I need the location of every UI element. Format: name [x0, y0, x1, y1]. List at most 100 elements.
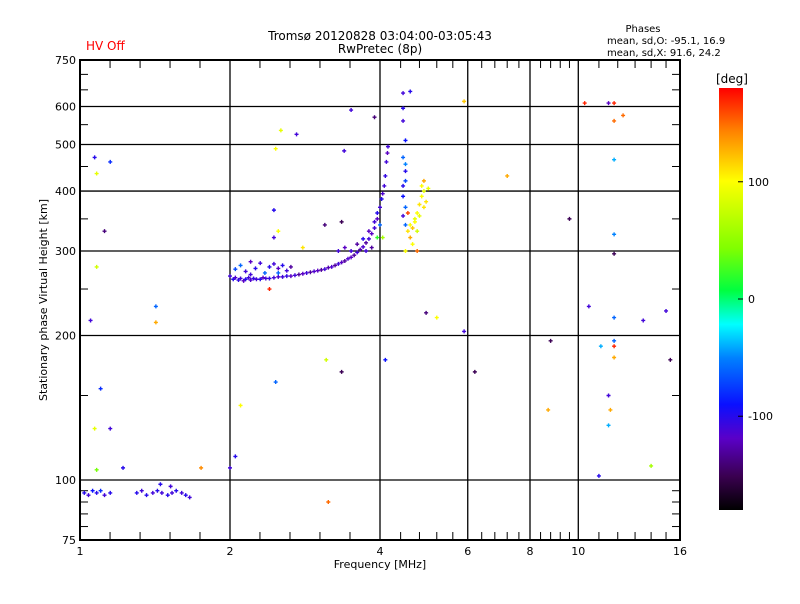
- x-tick-label: 4: [377, 545, 384, 558]
- echo-point: [355, 250, 360, 255]
- echo-point: [567, 216, 572, 221]
- echo-point: [326, 265, 331, 270]
- echo-point: [102, 229, 107, 234]
- echo-point: [403, 222, 408, 227]
- echo-point: [417, 213, 422, 218]
- echo-point: [300, 245, 305, 250]
- echo-point: [606, 101, 611, 106]
- echo-point: [382, 183, 387, 188]
- echo-point: [608, 407, 613, 412]
- echo-point: [401, 155, 406, 160]
- echo-point: [251, 276, 256, 281]
- echo-point: [179, 490, 184, 495]
- colorbar-tick-label: 100: [748, 176, 769, 189]
- echo-point: [246, 275, 251, 280]
- echo-points: [82, 89, 673, 504]
- echo-point: [339, 369, 344, 374]
- echo-point: [410, 226, 415, 231]
- echo-point: [379, 197, 384, 202]
- echo-point: [415, 249, 420, 254]
- echo-point: [380, 191, 385, 196]
- echo-point: [612, 157, 617, 162]
- echo-point: [472, 369, 477, 374]
- echo-point: [364, 249, 369, 254]
- echo-point: [294, 132, 299, 137]
- echo-point: [412, 219, 417, 224]
- echo-point: [345, 256, 350, 261]
- echo-point: [401, 213, 406, 218]
- echo-point: [664, 308, 669, 313]
- echo-point: [248, 272, 253, 277]
- echo-point: [421, 178, 426, 183]
- y-tick-label: 75: [62, 534, 76, 547]
- echo-point: [312, 269, 317, 274]
- echo-point: [271, 275, 276, 280]
- echo-point: [582, 101, 587, 106]
- echo-point: [372, 219, 377, 224]
- echo-point: [102, 493, 107, 498]
- echo-point: [339, 260, 344, 265]
- echo-point: [621, 113, 626, 118]
- echo-point: [668, 357, 673, 362]
- echo-point: [144, 493, 149, 498]
- colorbar-tick-label: 0: [748, 293, 755, 306]
- echo-point: [165, 493, 170, 498]
- echo-point: [288, 274, 293, 279]
- echo-point: [86, 493, 91, 498]
- echo-point: [108, 159, 113, 164]
- echo-point: [401, 106, 406, 111]
- y-tick-label: 750: [55, 54, 76, 67]
- echo-point: [292, 273, 297, 278]
- echo-point: [108, 426, 113, 431]
- echo-point: [434, 315, 439, 320]
- echo-point: [322, 267, 327, 272]
- echo-point: [280, 263, 285, 268]
- echo-point: [296, 272, 301, 277]
- grid-lines: [80, 60, 680, 540]
- echo-point: [228, 274, 232, 279]
- echo-point: [121, 465, 126, 470]
- echo-point: [548, 338, 553, 343]
- echo-point: [108, 490, 113, 495]
- echo-point: [315, 268, 320, 273]
- echo-point: [383, 173, 388, 178]
- echo-point: [92, 426, 97, 431]
- echo-point: [267, 287, 272, 292]
- echo-point: [349, 249, 354, 254]
- chart-title: Tromsø 20120828 03:04:00-03:05:43: [267, 29, 492, 43]
- echo-point: [598, 344, 603, 349]
- echo-point: [612, 251, 617, 256]
- echo-point: [596, 473, 601, 478]
- echo-point: [462, 329, 467, 334]
- echo-point: [424, 199, 429, 204]
- echo-point: [421, 189, 426, 194]
- echo-point: [612, 101, 617, 106]
- echo-point: [415, 229, 420, 234]
- echo-point: [612, 232, 617, 237]
- echo-point: [342, 148, 347, 153]
- echo-point: [228, 465, 232, 470]
- echo-point: [243, 269, 248, 274]
- echo-point: [649, 463, 654, 468]
- echo-point: [462, 99, 467, 104]
- y-axis-label: Stationary phase Virtual Height [km]: [37, 199, 50, 401]
- echo-point: [253, 266, 258, 271]
- echo-point: [88, 318, 93, 323]
- echo-point: [401, 91, 406, 96]
- colorbar-label: [deg]: [716, 72, 748, 86]
- echo-point: [612, 118, 617, 123]
- echo-point: [641, 318, 646, 323]
- echo-point: [375, 216, 380, 221]
- echo-point: [612, 338, 617, 343]
- echo-point: [238, 263, 243, 268]
- echo-point: [366, 236, 371, 241]
- echo-point: [308, 270, 313, 275]
- echo-point: [424, 310, 429, 315]
- echo-point: [385, 151, 390, 156]
- x-tick-label: 2: [227, 545, 234, 558]
- echo-point: [267, 264, 272, 269]
- echo-point: [378, 205, 382, 210]
- echo-point: [233, 275, 238, 280]
- echo-point: [358, 247, 363, 252]
